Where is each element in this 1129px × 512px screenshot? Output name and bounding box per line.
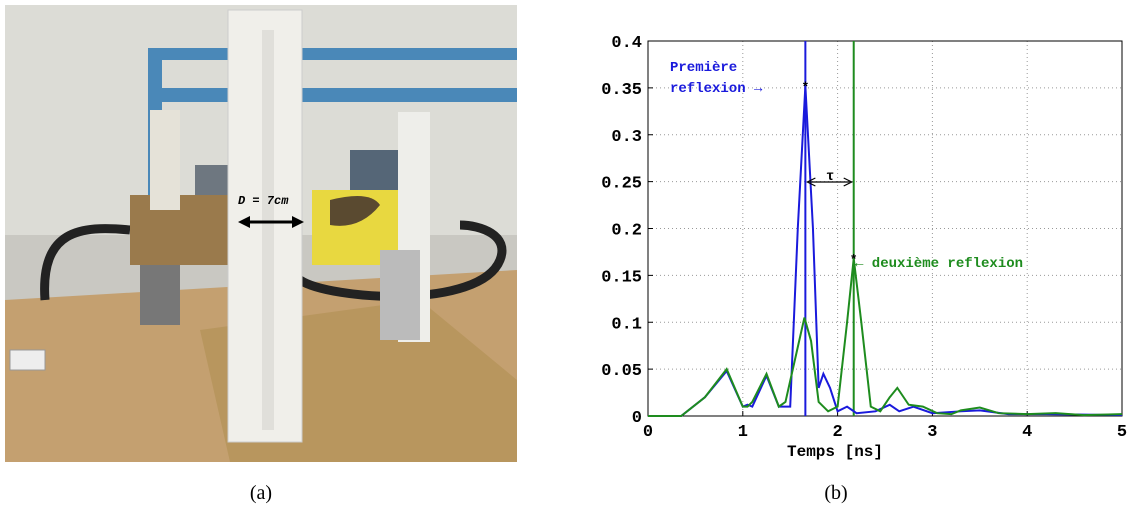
x-tick-label: 0: [643, 423, 653, 442]
peak-marker: *: [850, 253, 858, 268]
photo-label: D = 7cm: [238, 194, 289, 208]
y-tick-label: 0.05: [601, 362, 642, 381]
x-tick-label: 5: [1117, 423, 1127, 442]
peak-marker: *: [801, 80, 809, 95]
annotation: ← deuxième reflexion: [855, 256, 1023, 272]
y-tick-label: 0.3: [611, 128, 642, 147]
caption-b: (b): [824, 482, 847, 504]
x-tick-label: 2: [832, 423, 842, 442]
x-tick-label: 1: [738, 423, 748, 442]
y-tick-label: 0.2: [611, 222, 642, 241]
y-tick-label: 0.35: [601, 81, 642, 100]
x-tick-label: 4: [1022, 423, 1032, 442]
y-tick-label: 0.15: [601, 268, 642, 287]
y-tick-label: 0.4: [611, 34, 642, 53]
series-line: [648, 258, 1123, 417]
annotation: reflexion →: [670, 81, 763, 97]
annotation: τ: [826, 169, 834, 185]
tau-arrow-head: [806, 177, 854, 187]
y-tick-label: 0: [632, 409, 642, 428]
annotation: Première: [670, 60, 737, 76]
caption-a: (a): [250, 482, 272, 504]
x-tick-label: 3: [927, 423, 937, 442]
photo: D = 7cm: [5, 5, 517, 462]
y-tick-label: 0.25: [601, 175, 642, 194]
plot-frame: [647, 40, 1123, 417]
x-axis-label: Temps [ns]: [787, 443, 883, 461]
y-tick-label: 0.1: [611, 315, 642, 334]
